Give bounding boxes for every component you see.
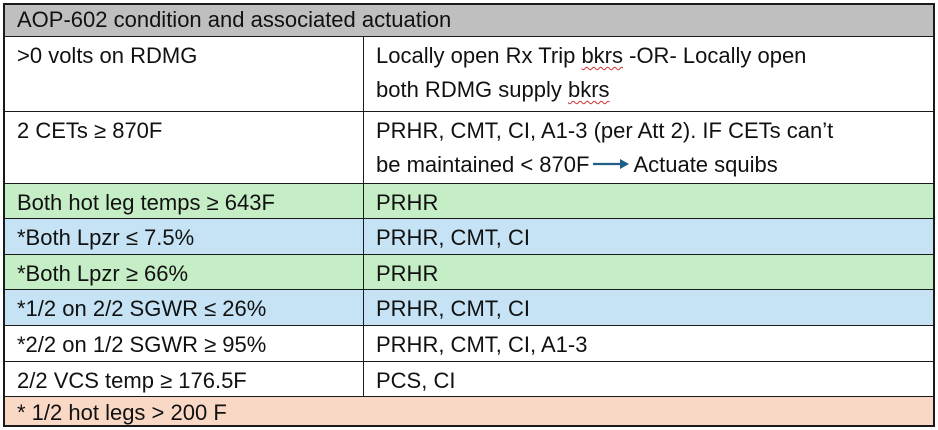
action-text: Actuate squibs: [633, 152, 778, 177]
condition-cell: 2/2 VCS temp ≥ 176.5F: [5, 362, 364, 396]
action-text: both RDMG supply: [376, 77, 568, 102]
condition-cell: *2/2 on 1/2 SGWR ≥ 95%: [5, 326, 364, 361]
condition-text: *1/2 on 2/2 SGWR ≤ 26%: [17, 296, 267, 321]
action-text-misspelled: bkrs: [567, 77, 610, 102]
right-arrow-icon: [593, 159, 630, 170]
table-footer-row: * 1/2 hot legs > 200 F: [5, 397, 933, 425]
table-row: *2/2 on 1/2 SGWR ≥ 95% PRHR, CMT, CI, A1…: [5, 326, 933, 362]
action-cell: PRHR, CMT, CI: [364, 219, 933, 254]
action-text: PRHR, CMT, CI: [376, 225, 530, 250]
table-row: *Both Lpzr ≥ 66% PRHR: [5, 255, 933, 290]
table-footer-cell: * 1/2 hot legs > 200 F: [5, 397, 933, 425]
action-cell: PRHR: [364, 184, 933, 218]
action-cell: PRHR: [364, 255, 933, 289]
action-cell: PCS, CI: [364, 362, 933, 396]
action-text: PRHR: [376, 190, 439, 215]
action-text: Locally open Rx Trip: [376, 43, 582, 68]
action-line: Locally open Rx Trip bkrs -OR- Locally o…: [376, 39, 933, 73]
condition-cell: *1/2 on 2/2 SGWR ≤ 26%: [5, 290, 364, 325]
condition-cell: 2 CETs ≥ 870F: [5, 112, 364, 183]
action-text: PCS, CI: [376, 368, 456, 393]
action-text: be maintained < 870F: [376, 152, 590, 177]
condition-text: 2 CETs ≥ 870F: [17, 118, 163, 143]
action-cell: PRHR, CMT, CI, A1-3 (per Att 2). IF CETs…: [364, 112, 933, 183]
table-row: >0 volts on RDMG Locally open Rx Trip bk…: [5, 37, 933, 112]
aop-602-table: AOP-602 condition and associated actuati…: [3, 3, 935, 427]
action-text: PRHR: [376, 261, 439, 286]
condition-cell: >0 volts on RDMG: [5, 37, 364, 111]
condition-text: Both hot leg temps ≥ 643F: [17, 190, 275, 215]
condition-text: *2/2 on 1/2 SGWR ≥ 95%: [17, 332, 267, 357]
action-cell: Locally open Rx Trip bkrs -OR- Locally o…: [364, 37, 933, 111]
action-text: PRHR, CMT, CI: [376, 296, 530, 321]
table-header-text: AOP-602 condition and associated actuati…: [17, 7, 452, 32]
condition-cell: Both hot leg temps ≥ 643F: [5, 184, 364, 218]
condition-cell: *Both Lpzr ≤ 7.5%: [5, 219, 364, 254]
condition-text: *Both Lpzr ≥ 66%: [17, 261, 189, 286]
footnote-text: * 1/2 hot legs > 200 F: [17, 400, 227, 425]
action-text: PRHR, CMT, CI, A1-3: [376, 332, 588, 357]
condition-text: *Both Lpzr ≤ 7.5%: [17, 225, 195, 250]
action-cell: PRHR, CMT, CI, A1-3: [364, 326, 933, 361]
table-row: 2 CETs ≥ 870F PRHR, CMT, CI, A1-3 (per A…: [5, 112, 933, 184]
action-text: -OR- Locally open: [623, 43, 807, 68]
condition-text: >0 volts on RDMG: [17, 43, 198, 68]
condition-text: 2/2 VCS temp ≥ 176.5F: [17, 368, 247, 393]
table-row: Both hot leg temps ≥ 643F PRHR: [5, 184, 933, 219]
action-line: be maintained < 870F Actuate squibs: [376, 148, 933, 182]
action-cell: PRHR, CMT, CI: [364, 290, 933, 325]
table-row: 2/2 VCS temp ≥ 176.5F PCS, CI: [5, 362, 933, 397]
table-row: *Both Lpzr ≤ 7.5% PRHR, CMT, CI: [5, 219, 933, 255]
action-line: both RDMG supply bkrs: [376, 73, 933, 107]
condition-cell: *Both Lpzr ≥ 66%: [5, 255, 364, 289]
action-text-misspelled: bkrs: [581, 43, 623, 68]
table-header-cell: AOP-602 condition and associated actuati…: [5, 5, 933, 36]
action-line: PRHR, CMT, CI, A1-3 (per Att 2). IF CETs…: [376, 118, 834, 143]
table-row: *1/2 on 2/2 SGWR ≤ 26% PRHR, CMT, CI: [5, 290, 933, 326]
table-header-row: AOP-602 condition and associated actuati…: [5, 5, 933, 37]
